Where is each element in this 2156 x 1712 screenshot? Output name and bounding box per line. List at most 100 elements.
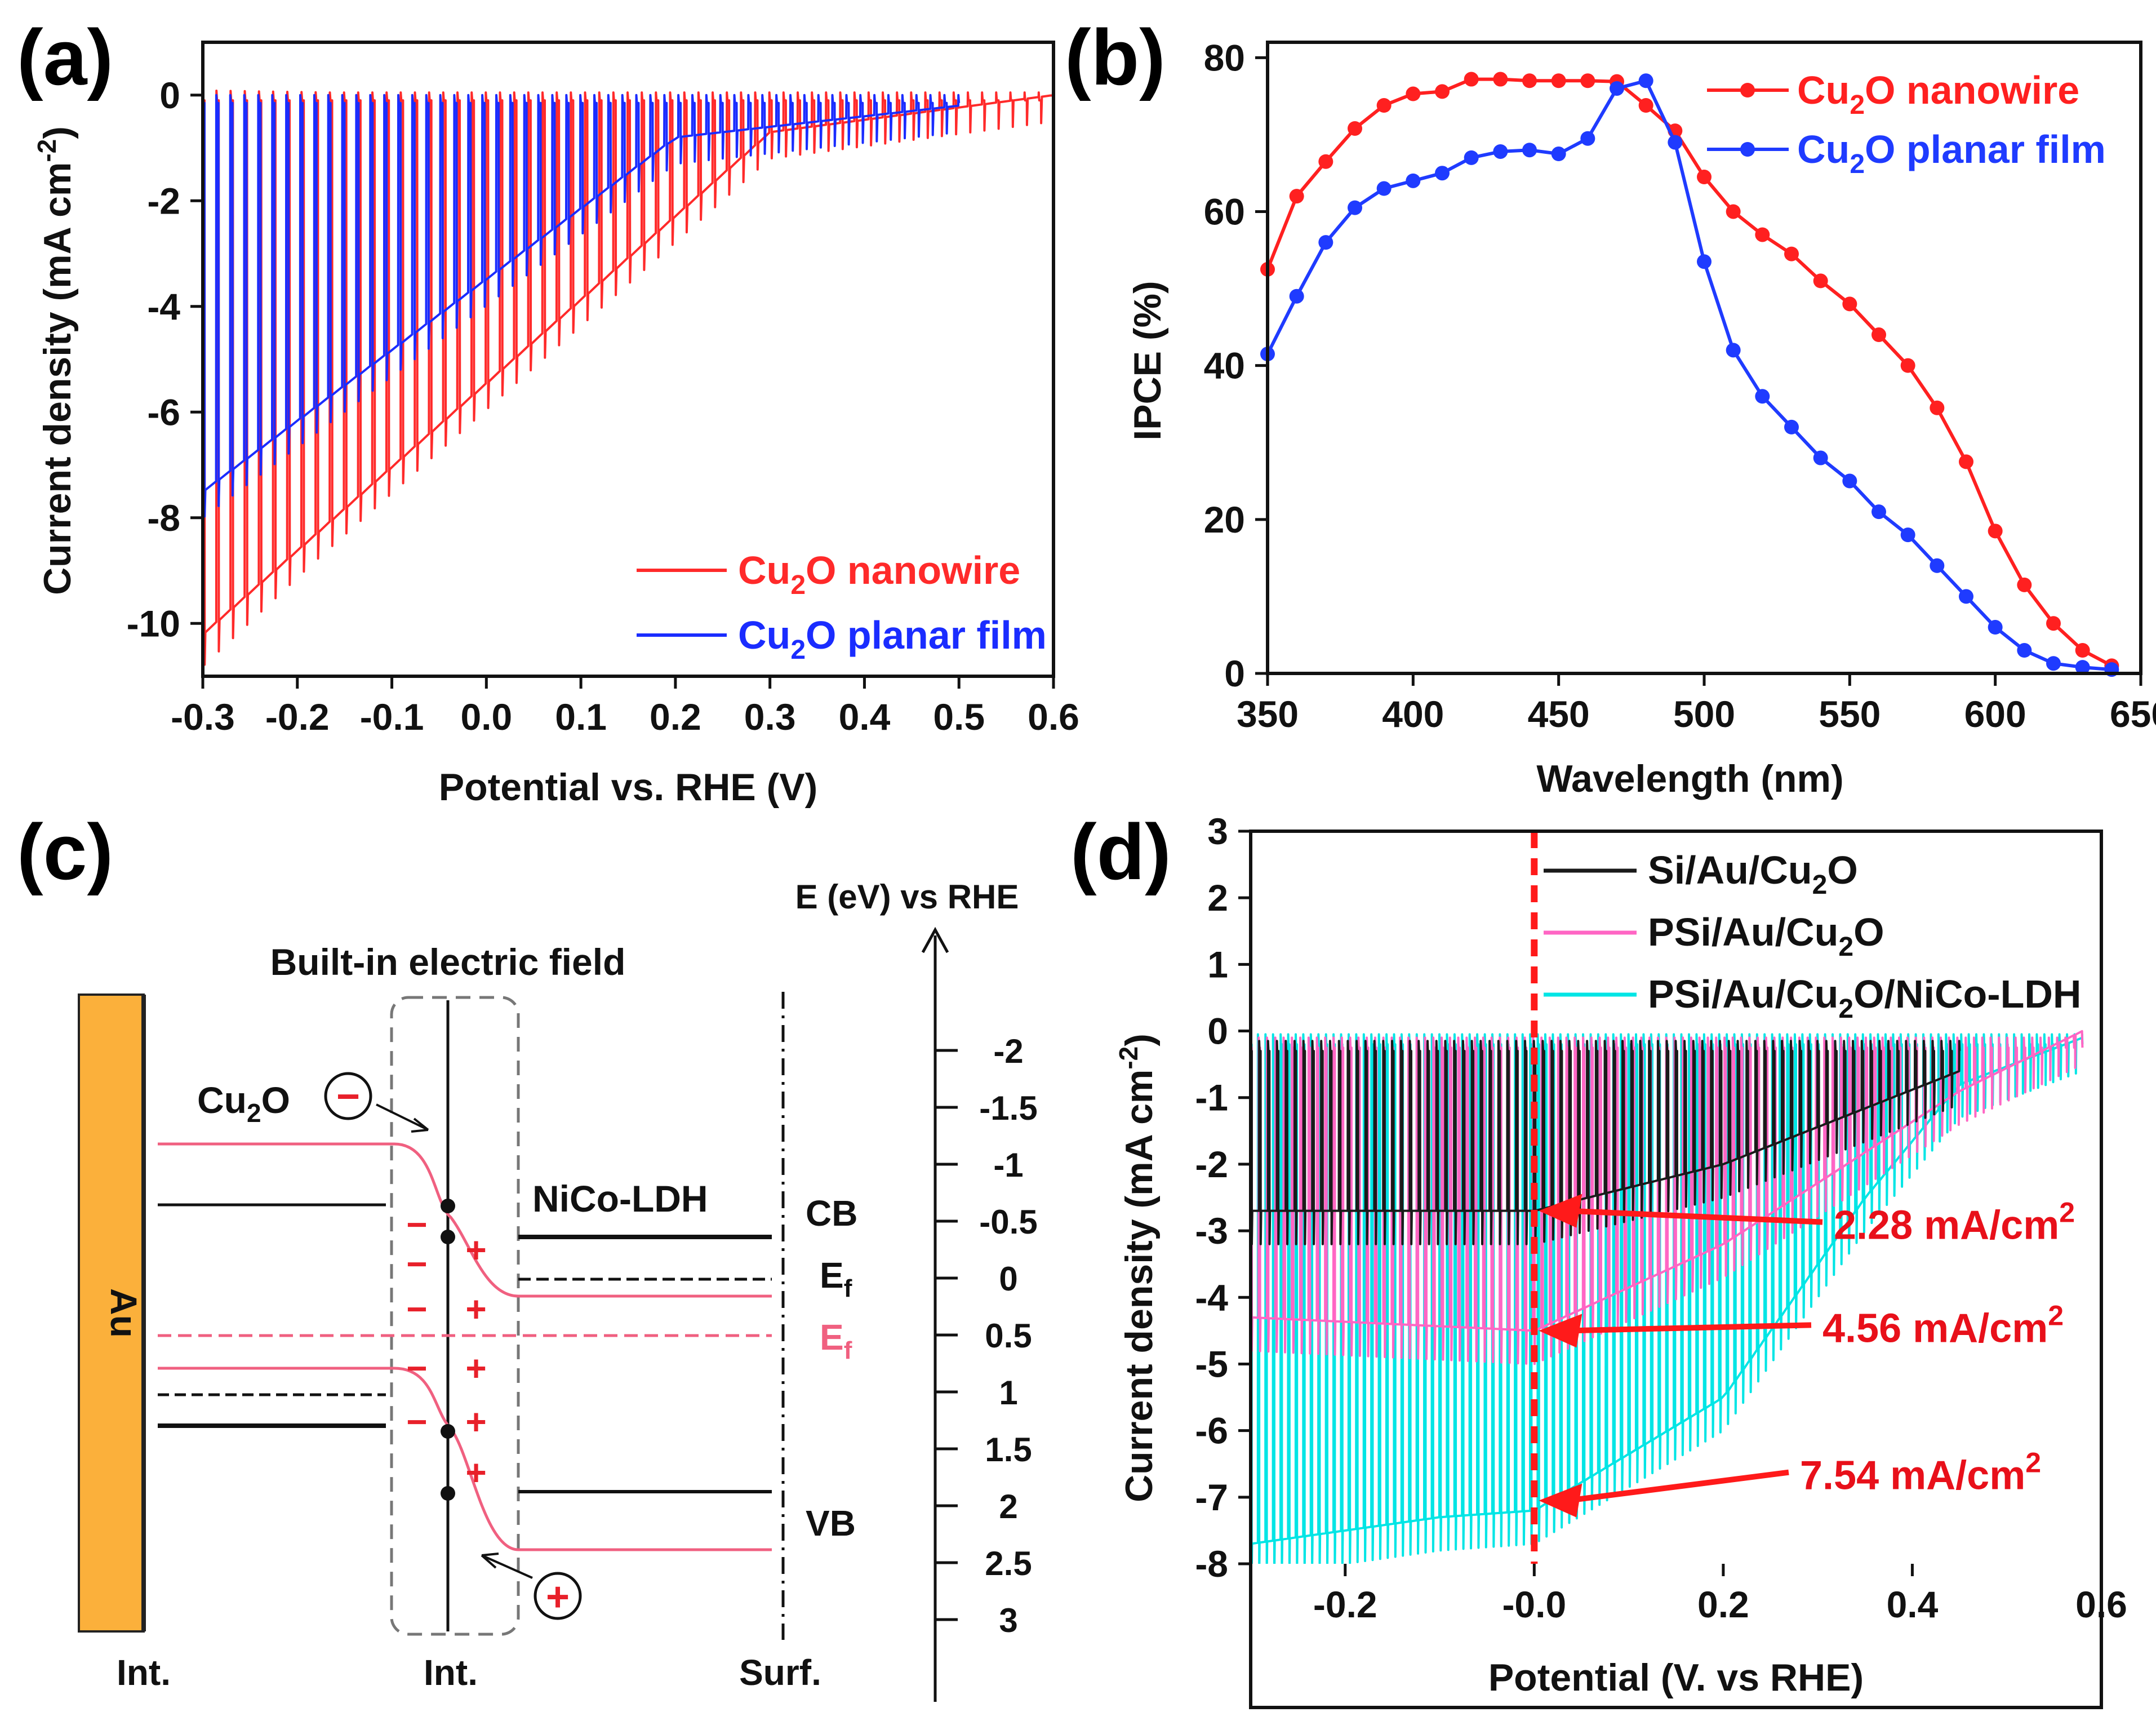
panel-d-y-tick-label: -7 [1195,1476,1228,1518]
panel-a-y-tick-label: -8 [147,497,180,539]
panel-d-x-title: Potential (V. vs RHE) [1488,1656,1864,1699]
charge-signs: − − − − − + + + + + [406,1204,486,1493]
panel-d-series [1251,831,2084,1564]
panel-b-point-1 [1842,473,1857,489]
panel-b-point-1 [2075,660,2090,675]
panel-d-legend-si: Si/Au/Cu2O [1648,848,1858,900]
panel-b-point-1 [1872,504,1886,520]
panel-d-x-tick-label: 0.2 [1697,1584,1749,1625]
int-mid-label: Int. [424,1652,478,1693]
panel-a-x-tick-label: 0.4 [839,696,891,738]
panel-b-y-tick-label: 0 [1224,653,1245,694]
panel-d-annotation-arrowhead [1539,1314,1582,1348]
panel-d: (d) 2.28 mA/cm2 4.56 mA/cm2 7.54 mA/cm2 -0… [1070,808,2127,1709]
panel-b-point-0 [1435,84,1450,99]
panel-b-legend: Cu2O nanowire Cu2O planar film [1707,68,2106,179]
hole-sign: + [546,1574,570,1620]
panel-d-frame [1249,830,2103,1709]
cb-label: CB [806,1193,857,1234]
interface-dot-3 [441,1424,455,1439]
panel-b-y-tick-label: 60 [1204,190,1245,232]
minus-sign-3: − [406,1289,427,1329]
panel-b-point-0 [1842,296,1857,312]
panel-b-y-tick-label: 80 [1204,37,1245,78]
panel-b-x-tick-label: 500 [1673,693,1735,735]
energy-tick-label: -1 [993,1146,1023,1184]
built-in-field-title: Built-in electric field [270,941,626,983]
panel-d-y-tick-label: -4 [1195,1276,1228,1318]
panel-b-point-0 [1872,327,1886,343]
panel-d-y-tick-label: -2 [1195,1143,1228,1185]
panel-d-y-tick-label: -6 [1195,1410,1228,1452]
electron-icon [324,1072,372,1120]
minus-sign-4: − [406,1348,427,1389]
energy-tick-label: 0 [999,1260,1017,1298]
panel-b-point-1 [1668,135,1683,150]
ef-label-cu2o: Ef [820,1317,852,1364]
panel-d-x-tick-label: 0.6 [2075,1584,2127,1625]
panel-b-point-1 [1755,389,1770,404]
panel-d-legend-psi: PSi/Au/Cu2O [1648,910,1884,962]
panel-b-point-0 [1900,358,1915,373]
panel-b-point-1 [1435,166,1450,181]
panel-b-point-0 [1959,454,1973,469]
energy-tick-label: 3 [999,1602,1017,1639]
panel-b-x-tick-label: 450 [1528,693,1590,735]
panel-b-point-0 [1464,72,1479,87]
panel-b-point-1 [1551,147,1566,162]
panel-b-x-tick-label: 550 [1819,693,1881,735]
energy-axis-title: E (eV) vs RHE [795,878,1019,916]
panel-b-x-title: Wavelength (nm) [1536,757,1843,800]
panel-c: (c) Au Built-in electric field − − − [17,808,1038,1702]
panel-a-label: (a) [17,13,113,101]
panel-d-x-tick-label: -0.0 [1502,1584,1566,1625]
panel-b-point-1 [1318,235,1333,250]
au-label: Au [103,1288,145,1338]
panel-d-y-tick-label: -8 [1195,1543,1228,1585]
panel-b-point-0 [1580,73,1595,88]
panel-b-point-0 [1813,273,1828,289]
panel-b-point-1 [1376,181,1392,196]
energy-ticks: -2 -1.5 -1 -0.5 0 0.5 1 1.5 2 2.5 3 [935,1032,1038,1639]
panel-b-point-0 [1522,73,1537,88]
energy-tick-label: 0.5 [985,1317,1032,1355]
panel-b-point-1 [1406,173,1421,188]
panel-b-x-ticks: 350 400 450 500 550 600 650 [1237,673,2156,735]
panel-b-point-1 [1580,131,1595,146]
panel-b-point-1 [1726,343,1741,358]
hole-icon [534,1572,582,1620]
energy-tick-label: 2 [999,1488,1017,1525]
panel-b-point-0 [1755,227,1770,242]
interface-dot-4 [441,1486,455,1501]
minus-sign-1: − [406,1204,427,1245]
panel-d-annotation-arrow [1568,1208,1823,1225]
panel-b-point-0 [1493,72,1508,87]
plus-sign-4: + [465,1401,486,1442]
plus-sign-2: + [465,1289,486,1329]
panel-b-legend-planar: Cu2O planar film [1797,127,2106,179]
minus-sign-5: − [406,1401,427,1442]
panel-b-point-1 [1638,73,1653,88]
panel-a-y-tick-label: -10 [127,602,180,644]
interface-dot-1 [441,1199,455,1213]
minus-sign-2: − [406,1244,427,1284]
panel-b-point-1 [1900,527,1915,543]
panel-a-x-tick-label: -0.3 [171,696,235,738]
panel-d-y-tick-label: -5 [1195,1343,1228,1385]
panel-d-x-ticks: -0.2 -0.0 0.2 0.4 0.6 [1313,1564,2127,1625]
panel-a-series [203,90,1053,666]
panel-d-legend-ldh: PSi/Au/Cu2O/NiCo-LDH [1648,972,2081,1024]
panel-d-annotation-arrow [1567,1469,1789,1503]
panel-b-x-tick-label: 650 [2110,693,2156,735]
panel-b-point-0 [2046,616,2061,631]
panel-b-point-0 [1348,121,1362,136]
panel-d-y-ticks: 3 2 1 0 -1 -2 -3 -4 -5 -6 -7 -8 [1195,810,1251,1585]
panel-d-annotation-arrow [1568,1322,1812,1334]
panel-b-point-0 [1406,86,1421,101]
energy-tick-label: -0.5 [979,1203,1037,1241]
panel-d-y-tick-label: 0 [1207,1010,1228,1052]
panel-d-y-tick-label: 3 [1207,810,1228,852]
panel-b-x-tick-label: 600 [1964,693,2026,735]
panel-a-y-tick-label: -6 [147,391,180,433]
